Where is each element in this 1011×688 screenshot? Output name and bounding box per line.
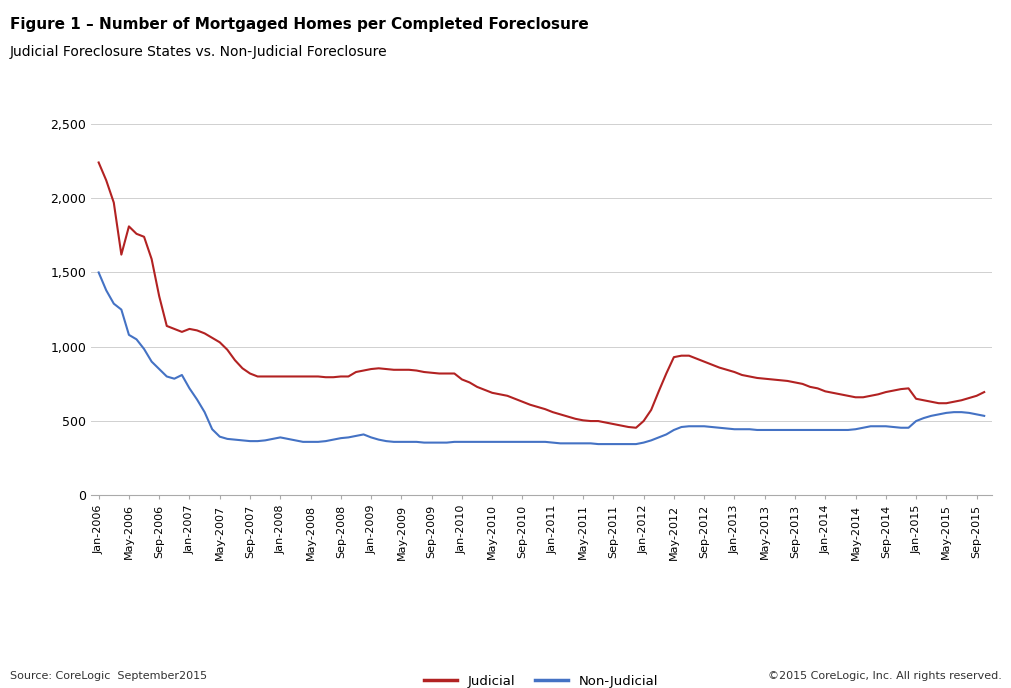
- Non-Judicial: [274, 433, 286, 442]
- Text: Judicial Foreclosure States vs. Non-Judicial Foreclosure: Judicial Foreclosure States vs. Non-Judi…: [10, 45, 387, 58]
- Text: ©2015 CoreLogic, Inc. All rights reserved.: ©2015 CoreLogic, Inc. All rights reserve…: [767, 671, 1001, 681]
- Non-Judicial: [713, 424, 725, 432]
- Judicial: [780, 377, 793, 385]
- Non-Judicial: [978, 411, 990, 420]
- Judicial: [395, 365, 407, 374]
- Text: Source: CoreLogic  September2015: Source: CoreLogic September2015: [10, 671, 207, 681]
- Non-Judicial: [395, 438, 407, 446]
- Non-Judicial: [92, 268, 104, 277]
- Judicial: [796, 380, 808, 388]
- Line: Judicial: Judicial: [98, 162, 984, 428]
- Judicial: [629, 424, 641, 432]
- Non-Judicial: [796, 426, 808, 434]
- Non-Judicial: [780, 426, 793, 434]
- Text: Figure 1 – Number of Mortgaged Homes per Completed Foreclosure: Figure 1 – Number of Mortgaged Homes per…: [10, 17, 588, 32]
- Judicial: [978, 388, 990, 396]
- Line: Non-Judicial: Non-Judicial: [98, 272, 984, 444]
- Non-Judicial: [191, 396, 203, 404]
- Judicial: [191, 326, 203, 334]
- Judicial: [92, 158, 104, 166]
- Judicial: [274, 372, 286, 380]
- Legend: Judicial, Non-Judicial: Judicial, Non-Judicial: [419, 669, 663, 688]
- Non-Judicial: [591, 440, 604, 448]
- Judicial: [713, 363, 725, 372]
